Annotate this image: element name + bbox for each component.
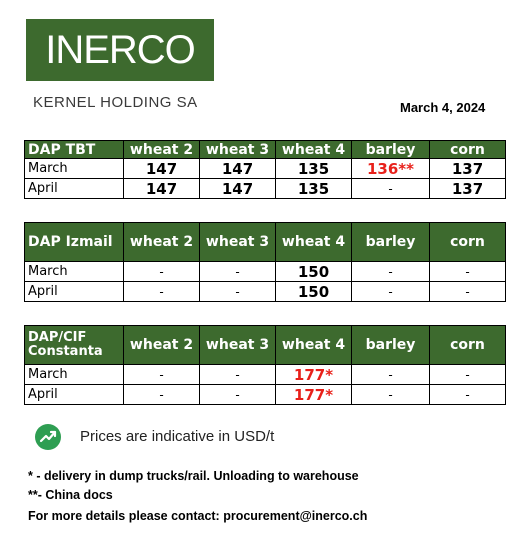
report-date: March 4, 2024: [400, 100, 486, 115]
table-row: March 147 147 135 136** 137: [24, 158, 506, 179]
price-cell: 150: [275, 261, 352, 282]
table-header-row: DAP/CIF Constanta wheat 2 wheat 3 wheat …: [24, 325, 506, 365]
table-row: March - - 177* - -: [24, 364, 506, 385]
footnote-delivery: * - delivery in dump trucks/rail. Unload…: [28, 469, 359, 483]
price-cell-empty: -: [429, 281, 506, 302]
column-header: wheat 4: [275, 140, 352, 159]
price-cell: 135: [275, 158, 352, 179]
row-label: March: [24, 158, 124, 179]
footnote-contact: For more details please contact: procure…: [28, 509, 368, 523]
price-cell: 147: [199, 158, 276, 179]
column-header: corn: [429, 140, 506, 159]
price-cell: 147: [199, 178, 276, 199]
column-header: corn: [429, 222, 506, 262]
price-cell-empty: -: [429, 384, 506, 405]
price-cell: 150: [275, 281, 352, 302]
row-label: April: [24, 178, 124, 199]
price-cell-empty: -: [199, 384, 276, 405]
price-note: Prices are indicative in USD/t: [80, 428, 275, 445]
column-header: wheat 3: [199, 140, 276, 159]
column-header: wheat 2: [123, 325, 200, 365]
price-cell-empty: -: [199, 281, 276, 302]
price-table-dap-tbt: DAP TBT wheat 2 wheat 3 wheat 4 barley c…: [24, 140, 506, 199]
company-name: KERNEL HOLDING SA: [33, 94, 198, 111]
price-cell-empty: -: [199, 364, 276, 385]
table-title: DAP TBT: [24, 140, 124, 159]
price-table-dap-cif-constanta: DAP/CIF Constanta wheat 2 wheat 3 wheat …: [24, 325, 506, 405]
column-header: wheat 4: [275, 325, 352, 365]
price-cell-empty: -: [123, 261, 200, 282]
table-title-line1: DAP/CIF: [28, 330, 87, 345]
price-cell-empty: -: [199, 261, 276, 282]
row-label: March: [24, 261, 124, 282]
row-label: April: [24, 281, 124, 302]
column-header: wheat 3: [199, 222, 276, 262]
table-header-row: DAP TBT wheat 2 wheat 3 wheat 4 barley c…: [24, 140, 506, 159]
price-cell-empty: -: [351, 364, 430, 385]
price-cell-empty: -: [351, 384, 430, 405]
price-cell: 147: [123, 158, 200, 179]
price-table-dap-izmail: DAP Izmail wheat 2 wheat 3 wheat 4 barle…: [24, 222, 506, 302]
row-label: March: [24, 364, 124, 385]
price-cell: 137: [429, 178, 506, 199]
price-cell-empty: -: [351, 281, 430, 302]
table-row: April - - 177* - -: [24, 384, 506, 405]
price-cell-highlighted: 177*: [275, 364, 352, 385]
table-row: April - - 150 - -: [24, 281, 506, 302]
table-title: DAP Izmail: [24, 222, 124, 262]
column-header: wheat 4: [275, 222, 352, 262]
table-row: April 147 147 135 - 137: [24, 178, 506, 199]
price-cell: 135: [275, 178, 352, 199]
price-cell-highlighted: 177*: [275, 384, 352, 405]
price-cell-empty: -: [429, 261, 506, 282]
table-header-row: DAP Izmail wheat 2 wheat 3 wheat 4 barle…: [24, 222, 506, 262]
footnote-china-docs: **- China docs: [28, 488, 113, 502]
price-cell-empty: -: [429, 364, 506, 385]
price-cell-empty: -: [123, 384, 200, 405]
price-cell-empty: -: [123, 364, 200, 385]
table-title-line2: Constanta: [28, 344, 103, 359]
logo-text: INERCO: [45, 27, 196, 72]
table-row: March - - 150 - -: [24, 261, 506, 282]
row-label: April: [24, 384, 124, 405]
price-cell-empty: -: [351, 178, 430, 199]
column-header: wheat 2: [123, 140, 200, 159]
inerco-logo: INERCO: [26, 19, 214, 81]
chart-up-icon: [35, 424, 61, 450]
price-cell: 137: [429, 158, 506, 179]
price-cell-empty: -: [123, 281, 200, 302]
column-header: wheat 3: [199, 325, 276, 365]
column-header: barley: [351, 140, 430, 159]
column-header: barley: [351, 222, 430, 262]
table-title: DAP/CIF Constanta: [24, 325, 124, 365]
price-cell-empty: -: [351, 261, 430, 282]
column-header: corn: [429, 325, 506, 365]
column-header: barley: [351, 325, 430, 365]
price-cell: 147: [123, 178, 200, 199]
column-header: wheat 2: [123, 222, 200, 262]
price-cell-highlighted: 136**: [351, 158, 430, 179]
